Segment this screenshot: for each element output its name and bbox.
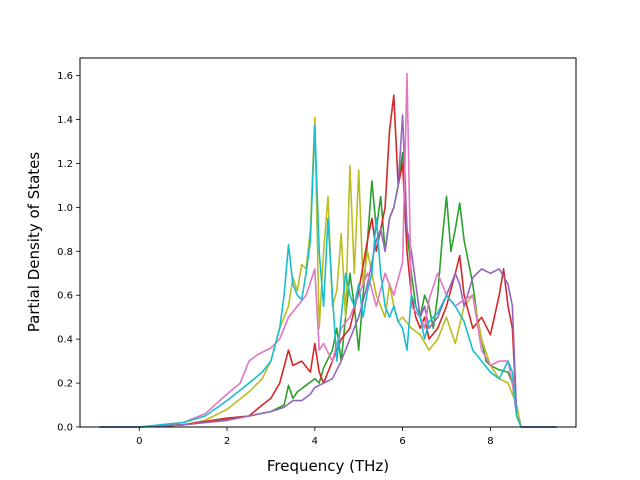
y-tick-label: 0.6 — [57, 291, 73, 302]
x-tick-label: 8 — [487, 436, 493, 447]
series-line-5 — [99, 72, 557, 428]
y-axis-title: Partial Density of States — [25, 152, 43, 333]
series-line-1 — [99, 151, 557, 428]
plot-frame — [79, 57, 577, 428]
x-tick-label: 6 — [399, 436, 405, 447]
y-tick-label: 1.4 — [57, 115, 73, 126]
y-tick-label: 0.2 — [57, 379, 73, 390]
series-line-2 — [99, 116, 557, 428]
x-axis-title: Frequency (THz) — [267, 457, 389, 475]
x-tick-label: 2 — [224, 436, 230, 447]
y-tick-label: 0.8 — [57, 247, 73, 258]
series-line-6 — [99, 125, 557, 428]
y-tick-label: 0.0 — [57, 423, 73, 434]
y-tick-label: 1.2 — [57, 159, 73, 170]
series-line-4 — [99, 114, 557, 428]
y-tick-label: 1.6 — [57, 71, 73, 82]
x-tick-label: 4 — [312, 436, 318, 447]
x-tick-label: 0 — [136, 436, 142, 447]
y-tick-label: 1.0 — [57, 203, 73, 214]
axes-layer: 0 2 4 6 8 0.0 0.2 0.4 0.6 0.8 1.0 1.2 1.4 1.6 — [57, 57, 577, 447]
series-line-3 — [99, 94, 557, 428]
series-layer — [99, 72, 557, 428]
y-tick-label: 0.4 — [57, 335, 73, 346]
